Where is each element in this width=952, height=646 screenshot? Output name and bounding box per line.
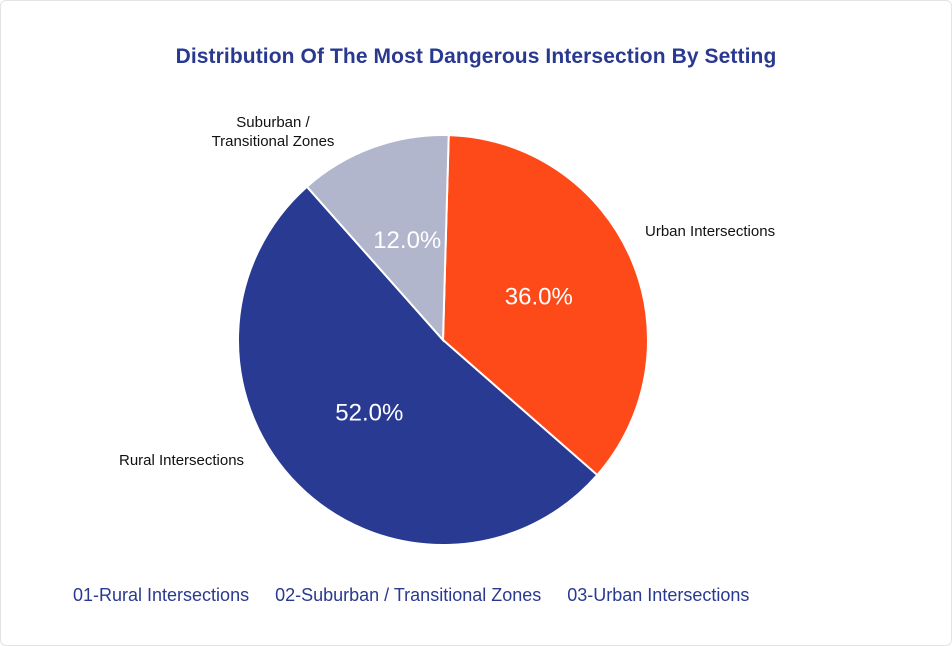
legend-item-urban[interactable]: 03-Urban Intersections xyxy=(567,585,750,605)
legend-item-rural[interactable]: 01-Rural Intersections xyxy=(73,585,250,605)
slice-label-suburban-line1: Suburban / xyxy=(236,114,310,131)
chart-title: Distribution Of The Most Dangerous Inter… xyxy=(175,45,777,68)
pie-value-label-suburban: 12.0% xyxy=(373,227,441,254)
pie-value-label-rural: 52.0% xyxy=(335,400,403,427)
pie-value-label-urban: 36.0% xyxy=(505,283,573,310)
pie-slice-rural[interactable] xyxy=(237,185,599,546)
pie-slice-urban[interactable] xyxy=(441,134,649,477)
slice-label-urban: Urban Intersections xyxy=(645,223,776,240)
slice-label-suburban: Suburban / Transitional Zones xyxy=(203,113,343,151)
legend: 01-Rural Intersections 02-Suburban / Tra… xyxy=(73,585,749,606)
legend-item-suburban[interactable]: 02-Suburban / Transitional Zones xyxy=(275,585,542,605)
slice-label-suburban-line2: Transitional Zones xyxy=(211,133,335,150)
slice-label-rural: Rural Intersections xyxy=(119,452,245,469)
pie-slice-suburban[interactable] xyxy=(305,134,450,343)
